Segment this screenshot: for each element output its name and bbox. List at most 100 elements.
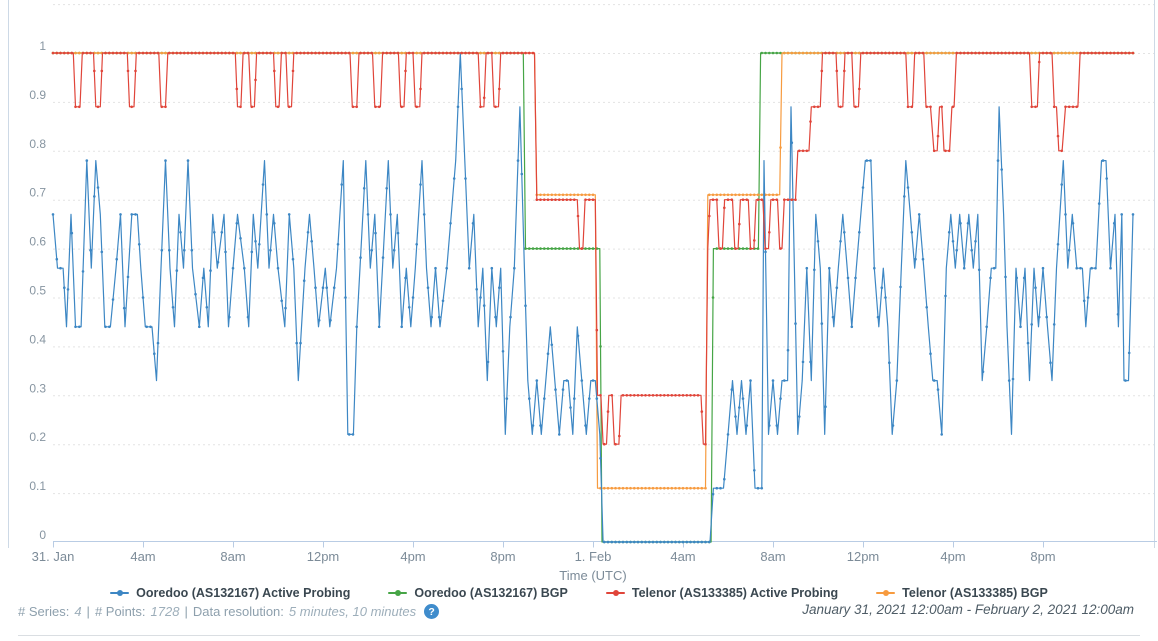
- data-point-marker: [1101, 159, 1105, 162]
- data-point-marker: [108, 325, 111, 329]
- data-point-marker: [426, 51, 430, 55]
- data-point-marker: [250, 51, 254, 55]
- data-point-marker: [633, 486, 636, 490]
- data-point-marker: [959, 222, 962, 225]
- data-point-marker: [276, 266, 280, 270]
- chart-canvas[interactable]: 31. Jan 4am 8am 12pm 4pm 8pm 1. Feb 4am 8am 12pm 4…: [0, 0, 1158, 584]
- data-point-marker: [1049, 361, 1052, 365]
- data-point-marker: [621, 540, 625, 544]
- data-point-marker: [1052, 323, 1056, 326]
- data-point-marker: [884, 51, 887, 55]
- data-point-marker: [546, 198, 550, 201]
- data-point-marker: [790, 51, 794, 55]
- data-point-marker: [460, 87, 464, 91]
- data-point-marker: [1026, 51, 1030, 55]
- data-point-marker: [224, 51, 227, 55]
- data-point-marker: [314, 286, 317, 290]
- data-point-marker: [1064, 51, 1067, 55]
- data-point-marker: [974, 51, 977, 55]
- data-point-marker: [989, 276, 992, 280]
- data-point-marker: [569, 193, 572, 197]
- data-point-marker: [843, 231, 846, 234]
- help-icon[interactable]: ?: [424, 604, 440, 619]
- chart-meta-summary: # Series: 4 | # Points: 1728 | Data reso…: [18, 604, 440, 619]
- data-point-marker: [505, 397, 509, 400]
- data-point-marker: [1015, 51, 1018, 55]
- data-point-marker: [377, 325, 381, 329]
- data-point-marker: [430, 315, 434, 319]
- data-point-marker: [520, 172, 524, 176]
- data-point-marker: [216, 260, 220, 264]
- data-point-marker: [561, 247, 565, 250]
- data-point-marker: [591, 198, 595, 201]
- data-point-marker: [535, 198, 539, 201]
- data-point-marker: [648, 540, 651, 544]
- data-point-marker: [580, 379, 584, 382]
- data-point-marker: [149, 325, 152, 329]
- resolution-value: 5 minutes, 10 minutes: [288, 604, 417, 619]
- data-point-marker: [261, 51, 265, 55]
- data-point-marker: [591, 379, 595, 382]
- data-point-marker: [805, 149, 809, 153]
- data-point-marker: [951, 51, 955, 55]
- data-point-marker: [618, 486, 621, 490]
- data-point-marker: [768, 193, 771, 197]
- data-point-marker: [310, 51, 314, 55]
- data-point-marker: [584, 247, 587, 250]
- data-point-marker: [648, 394, 651, 397]
- data-point-marker: [985, 325, 988, 329]
- data-point-marker: [209, 269, 212, 272]
- data-point-marker: [74, 105, 77, 109]
- data-point-marker: [366, 213, 370, 216]
- data-point-marker: [588, 247, 591, 250]
- legend-item-telenor-bgp[interactable]: Telenor (AS133385) BGP: [876, 586, 1048, 600]
- data-point-marker: [1041, 266, 1045, 270]
- data-point-marker: [400, 51, 404, 55]
- data-point-marker: [528, 247, 531, 250]
- series-3[interactable]: [51, 51, 1135, 490]
- series-2[interactable]: [51, 51, 1135, 446]
- data-point-marker: [396, 51, 400, 55]
- data-point-marker: [74, 51, 77, 55]
- data-point-marker: [239, 105, 242, 109]
- data-point-marker: [704, 442, 707, 446]
- data-point-marker: [801, 51, 805, 55]
- data-point-marker: [700, 410, 704, 413]
- data-point-marker: [936, 51, 940, 55]
- legend-item-telenor-active-probing[interactable]: Telenor (AS133385) Active Probing: [605, 586, 838, 600]
- data-point-marker: [1094, 51, 1097, 55]
- data-point-marker: [254, 240, 257, 243]
- data-point-marker: [347, 51, 351, 55]
- data-point-marker: [603, 540, 606, 544]
- data-point-marker: [696, 486, 700, 490]
- data-point-marker: [415, 105, 419, 109]
- legend-item-ooredoo-active-probing[interactable]: Ooredoo (AS132167) Active Probing: [110, 586, 350, 600]
- data-point-marker: [745, 247, 749, 250]
- data-point-marker: [317, 51, 321, 55]
- data-point-marker: [756, 198, 760, 201]
- data-point-marker: [389, 51, 392, 55]
- data-point-marker: [100, 250, 104, 254]
- legend-item-ooredoo-bgp[interactable]: Ooredoo (AS132167) BGP: [388, 586, 568, 600]
- series-line: [53, 52, 1133, 489]
- data-point-marker: [535, 247, 539, 250]
- data-point-marker: [201, 276, 205, 280]
- data-point-marker: [1056, 134, 1060, 138]
- data-point-marker: [198, 51, 201, 55]
- data-point-marker: [629, 394, 632, 397]
- series-0[interactable]: [51, 52, 1135, 544]
- data-point-marker: [194, 51, 197, 55]
- data-point-marker: [561, 388, 565, 391]
- data-point-marker: [558, 433, 561, 436]
- data-point-marker: [1082, 51, 1086, 55]
- data-point-marker: [531, 247, 535, 250]
- data-point-marker: [610, 486, 614, 490]
- data-point-marker: [201, 51, 205, 55]
- data-point-marker: [1067, 105, 1071, 109]
- data-point-marker: [1052, 51, 1056, 55]
- data-point-marker: [535, 379, 539, 382]
- data-point-marker: [108, 51, 111, 55]
- x-tick-label: 8pm: [1030, 549, 1055, 564]
- data-point-marker: [1086, 51, 1090, 55]
- data-point-marker: [708, 214, 711, 218]
